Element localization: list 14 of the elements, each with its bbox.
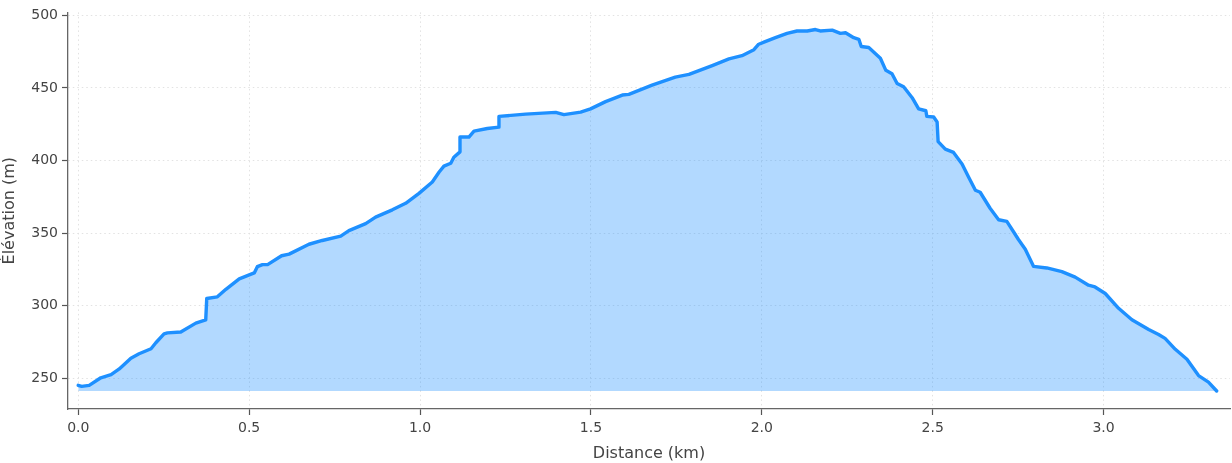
x-tick-label: 3.0 — [1092, 419, 1115, 436]
x-tick-label: 0.5 — [238, 419, 261, 436]
x-axis-title: Distance (km) — [592, 442, 706, 462]
y-tick-label: 300 — [31, 296, 58, 313]
x-tick-label: 2.0 — [750, 419, 773, 436]
x-tick-label: 1.5 — [579, 419, 603, 436]
y-tick-label: 350 — [31, 223, 58, 240]
x-tick-label: 2.5 — [921, 419, 944, 436]
x-tick-label: 0.0 — [67, 419, 90, 436]
y-tick-label: 500 — [31, 5, 58, 22]
y-tick-label: 450 — [31, 78, 58, 95]
x-tick-label: 1.0 — [408, 419, 432, 436]
y-tick-label: 400 — [31, 151, 58, 168]
y-tick-label: 250 — [31, 369, 58, 386]
